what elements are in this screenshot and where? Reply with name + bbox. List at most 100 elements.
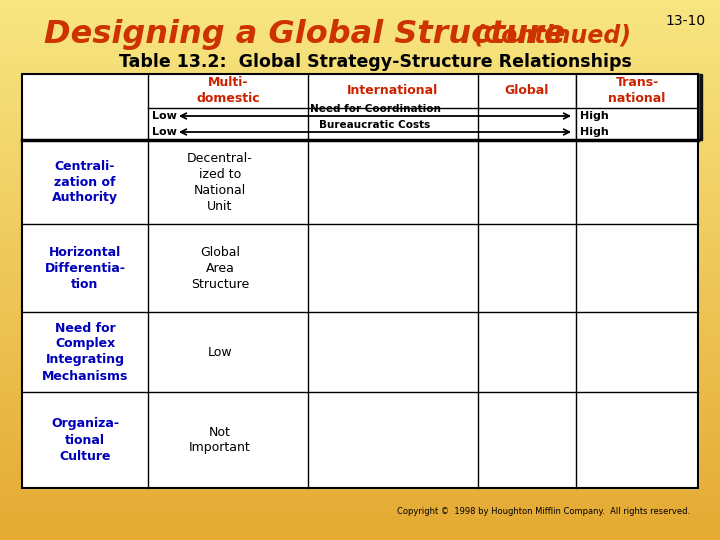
Bar	[0, 70, 720, 73]
Bar	[0, 405, 720, 408]
Bar	[0, 451, 720, 454]
Bar	[0, 397, 720, 400]
Bar	[0, 518, 720, 521]
Bar	[0, 300, 720, 302]
Bar	[0, 532, 720, 535]
Bar	[0, 270, 720, 273]
Text: Need for Coordination: Need for Coordination	[310, 105, 441, 114]
Bar	[0, 454, 720, 456]
Bar	[0, 375, 720, 378]
Text: High: High	[580, 127, 608, 137]
Bar	[0, 24, 720, 27]
Bar	[0, 289, 720, 292]
Bar	[0, 57, 720, 59]
Bar	[0, 343, 720, 346]
Bar	[0, 448, 720, 451]
Bar	[0, 467, 720, 470]
Bar	[0, 232, 720, 235]
Bar	[0, 78, 720, 81]
Bar	[0, 76, 720, 78]
Text: Low: Low	[152, 127, 177, 137]
Bar	[0, 81, 720, 84]
Bar	[0, 5, 720, 8]
Bar	[0, 464, 720, 467]
Bar	[0, 273, 720, 275]
Text: Need for
Complex
Integrating
Mechanisms: Need for Complex Integrating Mechanisms	[42, 321, 128, 382]
Bar	[0, 65, 720, 68]
Bar	[0, 227, 720, 229]
Bar	[0, 100, 720, 103]
Text: High: High	[580, 111, 608, 121]
Bar	[0, 500, 720, 502]
Bar	[0, 478, 720, 481]
Bar	[0, 429, 720, 432]
Bar	[0, 348, 720, 351]
Bar	[0, 443, 720, 445]
Bar	[0, 51, 720, 54]
Bar	[0, 402, 720, 405]
Bar	[0, 213, 720, 216]
Text: Organiza-
tional
Culture: Organiza- tional Culture	[51, 417, 119, 462]
Bar	[0, 378, 720, 381]
Bar	[0, 127, 720, 130]
Bar	[0, 370, 720, 373]
Bar	[0, 202, 720, 205]
Text: Low: Low	[207, 346, 233, 359]
Bar	[0, 22, 720, 24]
Bar	[0, 73, 720, 76]
Bar	[0, 35, 720, 38]
Bar	[0, 259, 720, 262]
Bar	[0, 240, 720, 243]
Bar	[0, 324, 720, 327]
Bar	[0, 256, 720, 259]
Bar	[0, 392, 720, 394]
Bar	[0, 3, 720, 5]
Bar	[0, 84, 720, 86]
Bar	[0, 135, 720, 138]
Bar	[0, 418, 720, 421]
Bar	[0, 389, 720, 392]
Text: Global
Area
Structure: Global Area Structure	[191, 246, 249, 291]
Bar	[0, 108, 720, 111]
Bar	[22, 74, 698, 488]
Bar	[0, 19, 720, 22]
Bar	[0, 529, 720, 532]
Bar	[0, 408, 720, 410]
Bar	[0, 32, 720, 35]
Bar	[0, 11, 720, 14]
Bar	[0, 94, 720, 97]
Bar	[0, 62, 720, 65]
Bar	[0, 151, 720, 154]
Bar	[0, 297, 720, 300]
Bar	[0, 346, 720, 348]
Bar	[0, 30, 720, 32]
Bar	[0, 338, 720, 340]
Bar	[576, 74, 702, 140]
Bar	[0, 275, 720, 278]
Bar	[0, 364, 720, 367]
Bar	[0, 167, 720, 170]
Bar	[0, 165, 720, 167]
Bar	[0, 327, 720, 329]
Bar	[0, 462, 720, 464]
Text: Trans-
national: Trans- national	[608, 77, 666, 105]
Bar	[0, 286, 720, 289]
Bar	[0, 521, 720, 524]
Bar	[0, 148, 720, 151]
Bar	[0, 424, 720, 427]
Bar	[0, 122, 720, 124]
Bar	[0, 224, 720, 227]
Bar	[0, 40, 720, 43]
Text: International: International	[347, 84, 438, 98]
Text: Horizontal
Differentia-
tion: Horizontal Differentia- tion	[45, 246, 125, 291]
Bar	[0, 200, 720, 202]
Bar	[0, 302, 720, 305]
Bar	[0, 335, 720, 338]
Text: Decentral-
ized to
National
Unit: Decentral- ized to National Unit	[187, 152, 253, 213]
Bar	[0, 310, 720, 313]
Bar	[0, 186, 720, 189]
Bar	[0, 319, 720, 321]
Bar	[0, 176, 720, 178]
Bar	[0, 416, 720, 418]
Bar	[0, 459, 720, 462]
